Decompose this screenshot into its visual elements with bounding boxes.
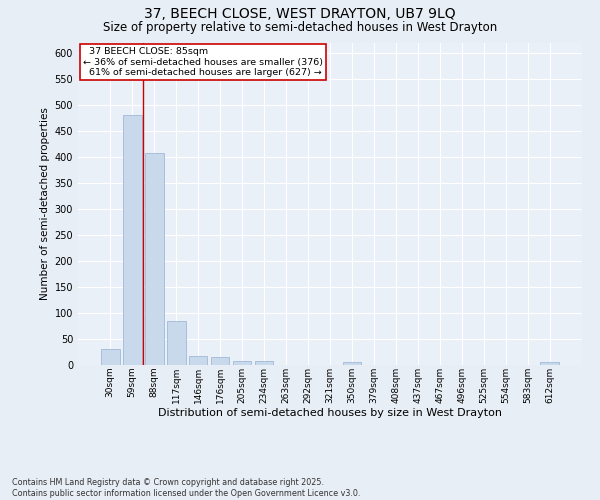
Bar bbox=[211, 357, 229, 365]
Bar bbox=[123, 116, 142, 365]
Bar bbox=[233, 362, 251, 365]
Bar bbox=[101, 350, 119, 365]
X-axis label: Distribution of semi-detached houses by size in West Drayton: Distribution of semi-detached houses by … bbox=[158, 408, 502, 418]
Bar bbox=[541, 362, 559, 365]
Bar bbox=[189, 356, 208, 365]
Bar bbox=[255, 361, 274, 365]
Bar bbox=[167, 321, 185, 365]
Bar bbox=[145, 153, 164, 365]
Y-axis label: Number of semi-detached properties: Number of semi-detached properties bbox=[40, 108, 50, 300]
Bar bbox=[343, 362, 361, 365]
Text: 37 BEECH CLOSE: 85sqm
← 36% of semi-detached houses are smaller (376)
  61% of s: 37 BEECH CLOSE: 85sqm ← 36% of semi-deta… bbox=[83, 48, 323, 77]
Text: Contains HM Land Registry data © Crown copyright and database right 2025.
Contai: Contains HM Land Registry data © Crown c… bbox=[12, 478, 361, 498]
Text: Size of property relative to semi-detached houses in West Drayton: Size of property relative to semi-detach… bbox=[103, 21, 497, 34]
Text: 37, BEECH CLOSE, WEST DRAYTON, UB7 9LQ: 37, BEECH CLOSE, WEST DRAYTON, UB7 9LQ bbox=[144, 8, 456, 22]
